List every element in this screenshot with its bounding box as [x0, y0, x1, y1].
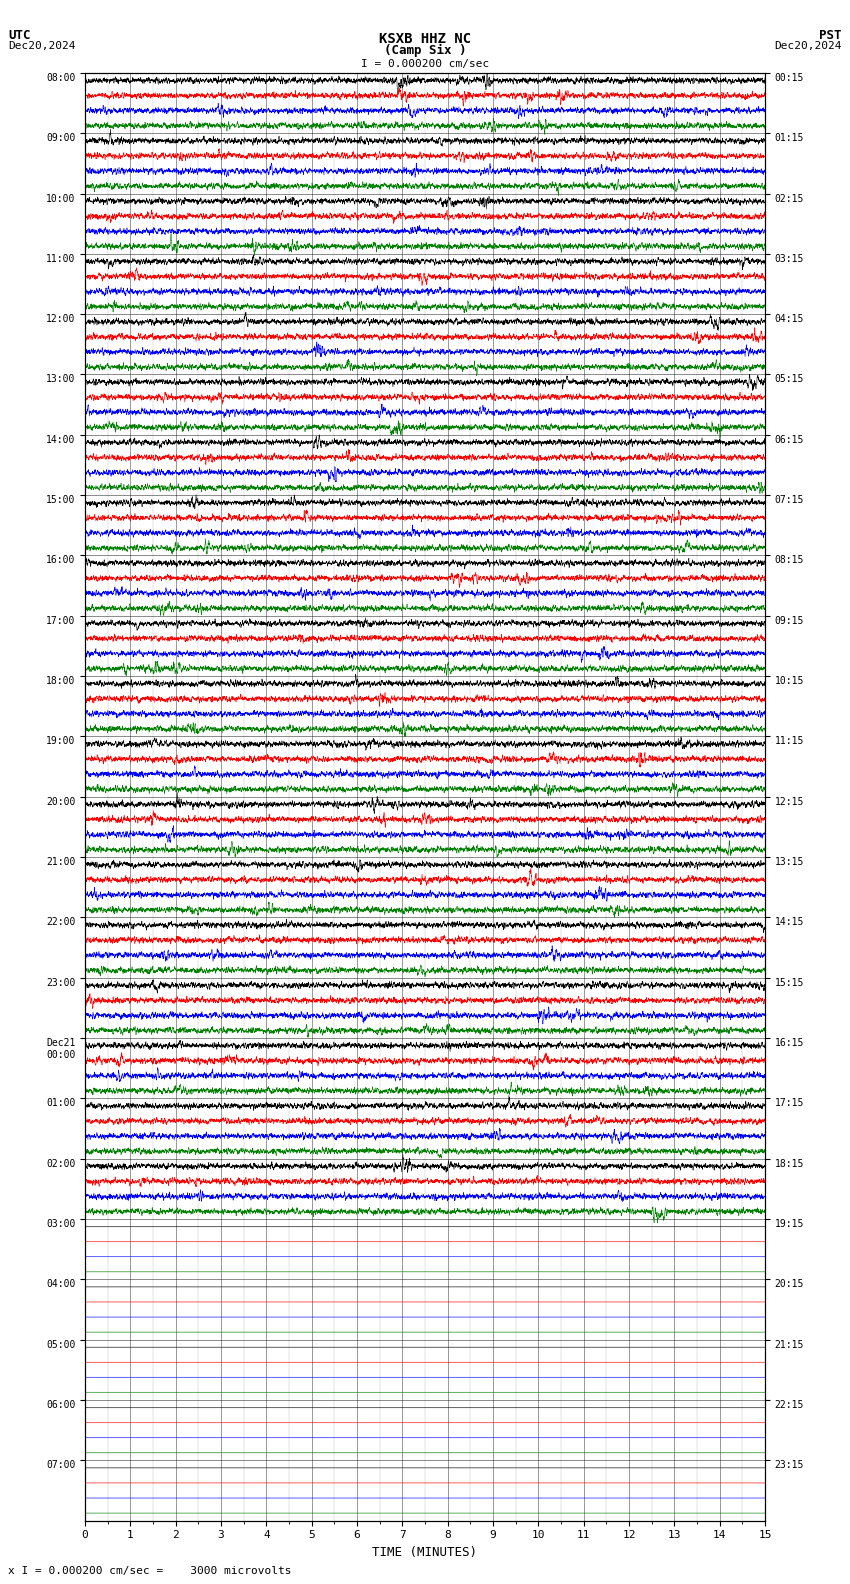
- Text: I = 0.000200 cm/sec: I = 0.000200 cm/sec: [361, 59, 489, 68]
- X-axis label: TIME (MINUTES): TIME (MINUTES): [372, 1546, 478, 1559]
- Text: Dec20,2024: Dec20,2024: [8, 41, 76, 51]
- Text: KSXB HHZ NC: KSXB HHZ NC: [379, 32, 471, 46]
- Text: Dec20,2024: Dec20,2024: [774, 41, 842, 51]
- Text: x I = 0.000200 cm/sec =    3000 microvolts: x I = 0.000200 cm/sec = 3000 microvolts: [8, 1567, 292, 1576]
- Text: UTC: UTC: [8, 29, 31, 41]
- Text: PST: PST: [819, 29, 842, 41]
- Text: (Camp Six ): (Camp Six ): [383, 44, 467, 57]
